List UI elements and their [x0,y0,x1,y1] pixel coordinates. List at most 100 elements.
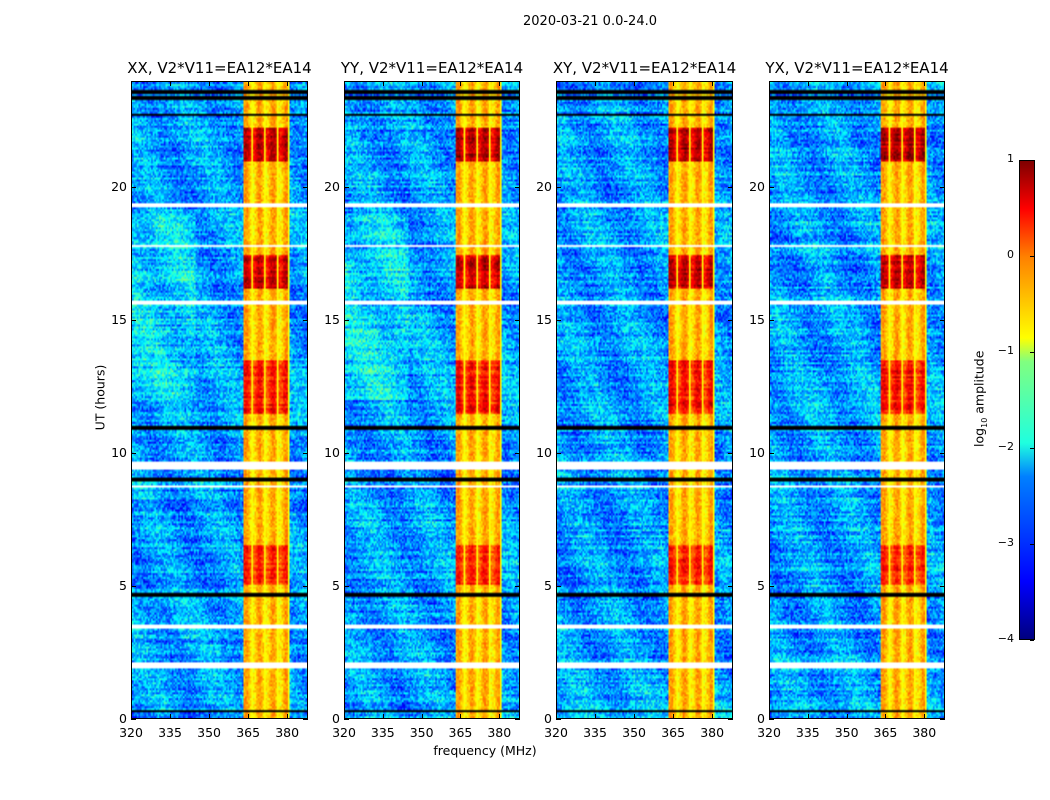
y-tick [556,719,561,720]
y-tick-label: 0 [544,711,552,726]
y-axis-label: UT (hours) [92,364,108,431]
y-tick-label: 5 [757,578,765,594]
x-tick [885,714,887,719]
x-tick-label: 350 [834,725,859,740]
y-tick [728,586,733,588]
y-tick [940,719,945,720]
x-tick-label: 380 [912,725,937,740]
x-tick [634,714,636,719]
x-tick [846,714,848,719]
y-tick [131,187,136,189]
x-tick [209,714,211,719]
x-tick [287,81,289,86]
x-tick-label: 380 [487,725,512,740]
x-tick [673,81,675,86]
x-tick [170,714,172,719]
y-tick [515,719,520,720]
x-tick [131,714,132,719]
x-tick [382,81,384,86]
colorbar-tick [1030,448,1034,449]
y-tick [769,453,774,455]
x-tick [595,81,597,86]
colorbar-tick [1030,256,1034,257]
x-tick [248,714,250,719]
y-tick-label: 10 [324,445,340,461]
x-tick-label: 335 [370,725,395,740]
x-tick [248,81,250,86]
y-tick-label: 20 [324,179,340,195]
y-tick [769,320,774,322]
x-axis-label: frequency (MHz) [433,743,537,758]
y-tick-label: 5 [119,578,127,594]
x-tick [595,714,597,719]
y-tick [728,320,733,322]
colorbar [1019,160,1035,640]
y-tick [515,586,520,588]
y-tick [344,586,349,588]
colorbar-tick [1030,544,1034,545]
y-tick [556,453,561,455]
y-tick [515,320,520,322]
x-tick-label: 365 [448,725,473,740]
colorbar-tick [1030,160,1034,161]
x-tick-label: 335 [158,725,182,740]
y-tick-label: 10 [749,445,765,461]
heatmap-panel [769,81,945,719]
y-tick-label: 15 [324,312,340,328]
colorbar-tick-label: 1 [1007,152,1014,165]
y-tick-label: 20 [536,179,552,195]
x-tick [673,714,675,719]
y-tick [728,187,733,189]
x-tick [885,81,887,86]
x-tick-label: 320 [332,725,356,740]
y-tick [769,719,774,720]
colorbar-tick [1030,640,1034,641]
colorbar-tick [1030,352,1034,353]
x-tick-label: 365 [236,725,261,740]
y-tick-label: 15 [111,312,127,328]
y-tick [940,320,945,322]
x-tick [499,714,501,719]
x-tick-label: 380 [700,725,725,740]
heatmap-image [557,82,732,718]
y-tick-label: 15 [536,312,552,328]
y-tick [344,187,349,189]
heatmap-image [132,82,307,718]
x-tick [807,81,809,86]
colorbar-tick-label: −3 [997,536,1014,549]
x-tick [712,714,714,719]
heatmap-panel [556,81,733,719]
y-tick [940,453,945,455]
x-tick [807,714,809,719]
x-tick [556,81,557,86]
y-tick [515,187,520,189]
y-tick-label: 0 [332,711,340,726]
x-tick [287,714,289,719]
panel-title: XX, V2*V11=EA12*EA14 [127,59,312,77]
y-tick [515,453,520,455]
x-tick [460,81,462,86]
x-tick [846,81,848,86]
panel-title: YX, V2*V11=EA12*EA14 [765,59,949,77]
y-tick [940,187,945,189]
x-tick [499,81,501,86]
y-tick [303,586,308,588]
heatmap-panel [131,81,308,719]
y-tick [131,453,136,455]
colorbar-tick-label: 0 [1007,248,1014,261]
y-tick-label: 0 [757,711,765,726]
x-tick [460,714,462,719]
y-tick [728,719,733,720]
heatmap-image [770,82,944,718]
y-tick [303,187,308,189]
y-tick [556,586,561,588]
x-tick [209,81,211,86]
y-tick [303,320,308,322]
y-tick [303,453,308,455]
x-tick-label: 365 [873,725,898,740]
y-tick [131,719,136,720]
y-tick [344,453,349,455]
panel-title: YY, V2*V11=EA12*EA14 [340,59,524,77]
x-tick-label: 350 [622,725,646,740]
